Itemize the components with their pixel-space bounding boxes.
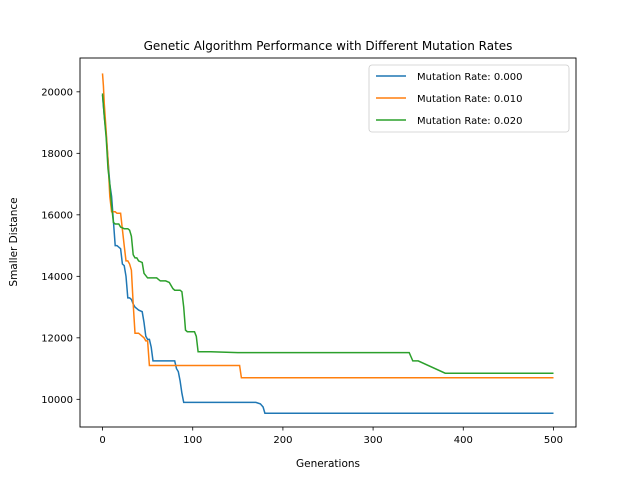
- series-line-0: [101, 94, 554, 414]
- x-axis: 0 100 200 300 400 500: [99, 427, 563, 446]
- y-tick-label: 12000: [41, 333, 73, 344]
- legend-box: [368, 64, 570, 133]
- legend-label-2: Mutation Rate: 0.020: [417, 116, 522, 127]
- x-tick-label: 100: [183, 435, 202, 446]
- x-tick-label: 200: [273, 435, 292, 446]
- legend-label-0: Mutation Rate: 0.000: [417, 72, 522, 83]
- y-axis-label: Smaller Distance: [8, 197, 20, 286]
- y-tick-label: 20000: [41, 87, 73, 98]
- axes-frame: [79, 57, 577, 428]
- y-tick-label: 16000: [41, 210, 73, 221]
- x-axis-label: Generations: [296, 458, 360, 470]
- x-tick-label: 0: [99, 435, 105, 446]
- x-tick-label: 500: [544, 435, 563, 446]
- y-tick-label: 18000: [41, 149, 73, 160]
- y-tick-label: 10000: [41, 395, 73, 406]
- chart-title: Genetic Algorithm Performance with Diffe…: [144, 39, 513, 53]
- x-tick-label: 400: [454, 435, 473, 446]
- y-tick-label: 14000: [41, 272, 73, 283]
- x-tick-label: 300: [364, 435, 383, 446]
- series-line-2: [101, 93, 554, 374]
- legend-label-1: Mutation Rate: 0.010: [417, 94, 522, 105]
- plot-area: [101, 73, 554, 414]
- legend: Mutation Rate: 0.000 Mutation Rate: 0.010…: [368, 64, 570, 133]
- y-axis: 10000 12000 14000 16000 18000 20000: [41, 87, 80, 406]
